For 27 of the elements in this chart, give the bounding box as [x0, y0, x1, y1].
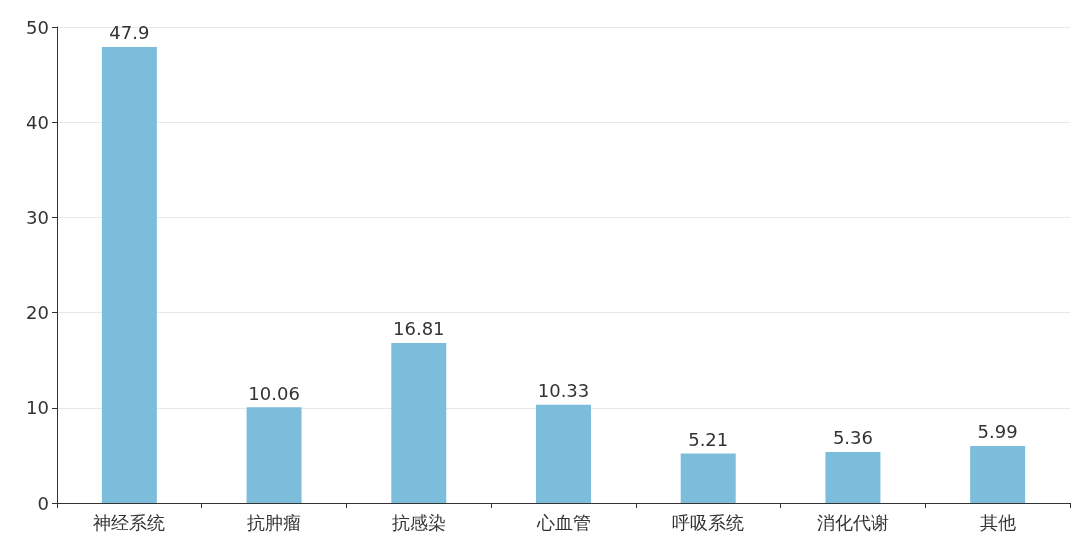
bar	[970, 445, 1026, 503]
y-tick-label: 0	[37, 492, 49, 514]
bar	[391, 342, 447, 503]
y-tick-label: 20	[26, 302, 49, 324]
bar	[101, 46, 157, 503]
y-tick-label: 30	[26, 206, 49, 228]
data-label: 5.36	[832, 427, 873, 449]
data-label: 16.81	[393, 318, 445, 340]
data-label: 5.99	[977, 421, 1018, 443]
x-tick-label: 其他	[979, 511, 1016, 533]
bar	[680, 453, 736, 503]
x-tick-label: 神经系统	[93, 511, 166, 533]
bar	[825, 451, 881, 503]
data-label: 5.21	[688, 428, 729, 450]
bar	[246, 407, 302, 503]
y-tick-label: 50	[26, 16, 49, 38]
y-tick-label: 10	[26, 397, 49, 419]
data-label: 10.06	[248, 382, 300, 404]
x-tick-label: 抗肿瘤	[247, 511, 302, 533]
x-tick-label: 消化代谢	[816, 511, 889, 533]
bar	[536, 404, 591, 503]
x-tick-label: 心血管	[535, 511, 591, 533]
x-tick-label: 抗感染	[391, 511, 446, 533]
y-tick-label: 40	[26, 111, 49, 133]
x-tick-label: 呼吸系统	[672, 511, 745, 533]
data-label: 10.33	[537, 380, 590, 402]
data-label: 47.9	[109, 22, 150, 44]
